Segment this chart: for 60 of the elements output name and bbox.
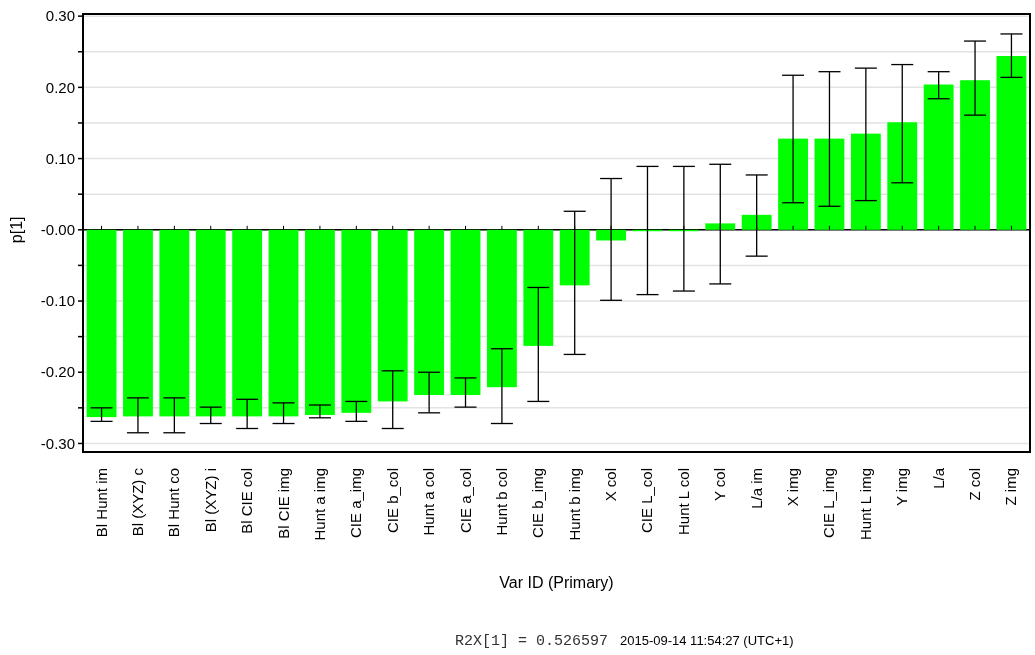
- bar: [232, 229, 263, 417]
- x-tick-label: CIE b_col: [383, 468, 401, 534]
- x-tick-label: CIE a_col: [456, 468, 474, 534]
- x-tick-label: L/a: [929, 467, 947, 489]
- x-tick-label: Hunt a img: [310, 468, 328, 541]
- bar: [923, 84, 954, 230]
- bar: [305, 229, 335, 415]
- text: 2015-09-14 11:54:27 (UTC+1): [620, 633, 794, 648]
- y-axis-title: p[1]: [8, 216, 25, 244]
- bar: [996, 56, 1027, 230]
- x-tick-label: Bl Hunt im: [92, 468, 110, 538]
- bar: [123, 229, 153, 417]
- y-tick-label: -0.10: [40, 292, 75, 310]
- bar: [887, 122, 918, 230]
- bar: [341, 229, 372, 413]
- x-tick-label: Hunt b col: [492, 468, 510, 536]
- x-axis-title: Var ID (Primary): [499, 574, 614, 591]
- y-tick-label: 0.10: [45, 149, 75, 167]
- bar: [159, 229, 190, 417]
- bar: [414, 229, 445, 396]
- y-tick-label: -0.00: [40, 221, 75, 239]
- y-tick-label: 0.20: [45, 78, 75, 96]
- x-tick-label: Hunt b img: [565, 468, 583, 541]
- x-tick-label: Hunt a col: [420, 468, 438, 536]
- x-tick-label: Z img: [1002, 468, 1020, 506]
- bar: [450, 229, 481, 396]
- bar: [814, 138, 845, 230]
- x-tick-label: X col: [602, 468, 620, 502]
- bar: [86, 229, 117, 418]
- bar: [705, 223, 736, 230]
- bar: [850, 133, 881, 230]
- bar: [741, 214, 772, 230]
- x-tick-label: Hunt L img: [856, 468, 874, 540]
- y-tick-label: 0.30: [45, 7, 75, 25]
- y-tick-label: -0.30: [40, 434, 75, 452]
- x-tick-label: CIE L_img: [820, 468, 838, 539]
- x-tick-label: L/a im: [747, 468, 765, 509]
- bar: [377, 229, 408, 402]
- bar: [960, 80, 990, 230]
- bar: [268, 229, 299, 417]
- x-tick-label: Bl CIE col: [238, 468, 256, 534]
- bar: [195, 229, 226, 417]
- x-tick-label: Bl CIE img: [274, 468, 292, 539]
- x-tick-label: Z col: [966, 468, 984, 501]
- y-tick-label: -0.20: [40, 363, 75, 381]
- text: R2X[1] = 0.526597: [454, 633, 608, 650]
- x-tick-label: Y img: [893, 468, 911, 507]
- x-tick-label: X img: [784, 468, 802, 507]
- bar: [523, 229, 554, 346]
- x-tick-label: CIE L_col: [638, 468, 656, 534]
- x-tick-label: Bl (XYZ) i: [201, 468, 219, 533]
- x-tick-label: Y col: [711, 468, 729, 502]
- x-tick-label: Hunt L col: [674, 468, 692, 535]
- bar: [778, 138, 808, 230]
- bar: [559, 229, 590, 286]
- x-tick-label: CIE a_img: [347, 468, 365, 539]
- x-tick-label: Bl Hunt co: [165, 468, 183, 538]
- bar: [486, 229, 517, 388]
- x-tick-label: Bl (XYZ) c: [128, 467, 146, 537]
- x-tick-label: CIE b_img: [529, 468, 547, 539]
